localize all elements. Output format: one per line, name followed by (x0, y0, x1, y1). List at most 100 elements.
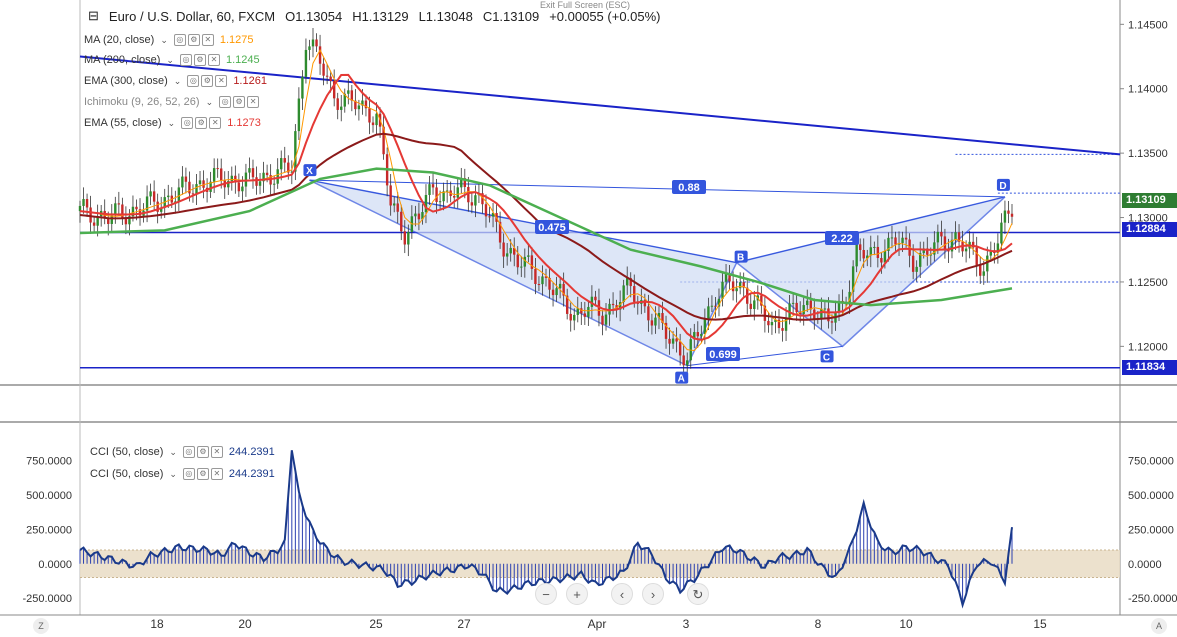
eye-icon[interactable]: ◎ (181, 117, 194, 129)
pattern-ratio-badge (672, 180, 706, 194)
pattern-point-badge (303, 164, 317, 177)
reset-chart-button[interactable]: ↻ (687, 583, 709, 605)
cci-value: 244.2391 (228, 468, 275, 480)
indicator-controls: ◎ ⚙ ✕ (219, 96, 260, 108)
eye-icon[interactable]: ◎ (187, 75, 200, 87)
indicator-legend-4[interactable]: EMA (55, close) ⌄ ◎ ⚙ ✕ 1.1273 (84, 114, 261, 132)
indicator-label[interactable]: MA (200, close) (84, 54, 161, 66)
scroll-right-button[interactable]: › (642, 583, 664, 605)
indicator-legend-1[interactable]: MA (200, close) ⌄ ◎ ⚙ ✕ 1.1245 (84, 51, 260, 69)
chevron-down-icon[interactable]: ⌄ (169, 446, 177, 457)
close-icon[interactable]: ✕ (215, 75, 228, 87)
candle-body (145, 196, 149, 211)
gear-icon[interactable]: ⚙ (195, 117, 208, 129)
indicator-legend-0[interactable]: MA (20, close) ⌄ ◎ ⚙ ✕ 1.1275 (84, 31, 254, 49)
price-tick-label: 1.14000 (1128, 84, 1168, 96)
collapse-icon[interactable]: ⊟ (88, 8, 99, 23)
price-tick-label: 1.13000 (1128, 213, 1168, 225)
cci-tick-label: 750.0000 (1128, 456, 1174, 468)
eye-icon[interactable]: ◎ (182, 446, 195, 458)
pattern-xb-line (309, 179, 737, 264)
indicator-label[interactable]: EMA (55, close) (84, 117, 162, 129)
cci-legend-0[interactable]: CCI (50, close) ⌄ ◎ ⚙ ✕ 244.2391 (90, 443, 275, 461)
cci-label[interactable]: CCI (50, close) (90, 468, 164, 480)
zoom-out-button[interactable]: − (535, 583, 557, 605)
candle-body (534, 268, 537, 285)
close-icon[interactable]: ✕ (247, 96, 260, 108)
candle-body (156, 201, 159, 212)
close-icon[interactable]: ✕ (207, 54, 220, 66)
candle-body (159, 207, 163, 212)
indicator-label[interactable]: MA (20, close) (84, 34, 155, 46)
indicator-legend-2[interactable]: EMA (300, close) ⌄ ◎ ⚙ ✕ 1.1261 (84, 72, 267, 90)
gear-icon[interactable]: ⚙ (196, 446, 209, 458)
close-icon[interactable]: ✕ (210, 446, 223, 458)
chevron-down-icon[interactable]: ⌄ (166, 54, 174, 65)
candle-body (858, 244, 862, 250)
candle-body (287, 162, 290, 173)
candle-body (318, 46, 322, 64)
indicator-legend-3[interactable]: Ichimoku (9, 26, 52, 26) ⌄ ◎ ⚙ ✕ (84, 93, 265, 111)
candle-body (474, 195, 477, 206)
candle-body (661, 313, 664, 323)
exit-fullscreen-hint[interactable]: Exit Full Screen (ESC) (540, 0, 631, 10)
close-icon[interactable]: ✕ (209, 117, 222, 129)
candle-body (940, 231, 943, 237)
indicator-label[interactable]: Ichimoku (9, 26, 52, 26) (84, 96, 200, 108)
candle-body (92, 222, 96, 226)
candle-body (975, 247, 978, 265)
close-icon[interactable]: ✕ (210, 468, 223, 480)
candle-body (347, 90, 350, 94)
gear-icon[interactable]: ⚙ (187, 34, 200, 46)
symbol-title[interactable]: Euro / U.S. Dollar, 60, FXCM (108, 8, 276, 24)
candle-body (943, 236, 947, 250)
candle-body (308, 46, 311, 50)
chevron-down-icon[interactable]: ⌄ (173, 75, 182, 86)
indicator-label[interactable]: EMA (300, close) (84, 75, 168, 87)
candle-body (509, 247, 512, 254)
chevron-down-icon[interactable]: ⌄ (169, 468, 177, 479)
candle-body (241, 186, 244, 192)
candle-body (484, 204, 488, 217)
close-icon[interactable]: ✕ (201, 34, 214, 46)
candle-body (251, 168, 255, 178)
eye-icon[interactable]: ◎ (179, 54, 192, 66)
eye-icon[interactable]: ◎ (219, 96, 232, 108)
cci-legend-1[interactable]: CCI (50, close) ⌄ ◎ ⚙ ✕ 244.2391 (90, 465, 275, 483)
candle-body (202, 180, 205, 188)
pattern-point-label: D (999, 181, 1006, 192)
candle-body (117, 203, 121, 205)
candle-body (710, 305, 714, 307)
cci-label[interactable]: CCI (50, close) (90, 446, 164, 458)
chevron-down-icon[interactable]: ⌄ (167, 117, 176, 128)
timezone-button[interactable]: Z (33, 618, 49, 634)
gear-icon[interactable]: ⚙ (193, 54, 206, 66)
candle-body (887, 237, 890, 251)
auto-scale-button[interactable]: A (1151, 618, 1167, 634)
candle-body (657, 313, 661, 318)
pattern-ac-line (687, 345, 843, 367)
eye-icon[interactable]: ◎ (182, 468, 195, 480)
candle-body (749, 303, 752, 310)
close-value: C1.13109 (482, 8, 540, 24)
candle-body (544, 276, 548, 278)
eye-icon[interactable]: ◎ (173, 34, 186, 46)
gear-icon[interactable]: ⚙ (201, 75, 214, 87)
candle-body (1000, 222, 1003, 244)
chevron-down-icon[interactable]: ⌄ (160, 34, 168, 45)
candle-body (82, 199, 85, 206)
candle-body (131, 206, 135, 217)
candle-body (915, 266, 918, 272)
pattern-point-badge (820, 350, 834, 363)
gear-icon[interactable]: ⚙ (233, 96, 246, 108)
candle-body (435, 187, 438, 203)
chevron-down-icon[interactable]: ⌄ (205, 96, 214, 107)
candle-body (332, 81, 336, 99)
gear-icon[interactable]: ⚙ (196, 468, 209, 480)
candle-body (569, 313, 572, 321)
candle-body (1003, 210, 1007, 223)
candle-body (682, 355, 685, 366)
zoom-in-button[interactable]: + (566, 583, 588, 605)
scroll-left-button[interactable]: ‹ (611, 583, 633, 605)
